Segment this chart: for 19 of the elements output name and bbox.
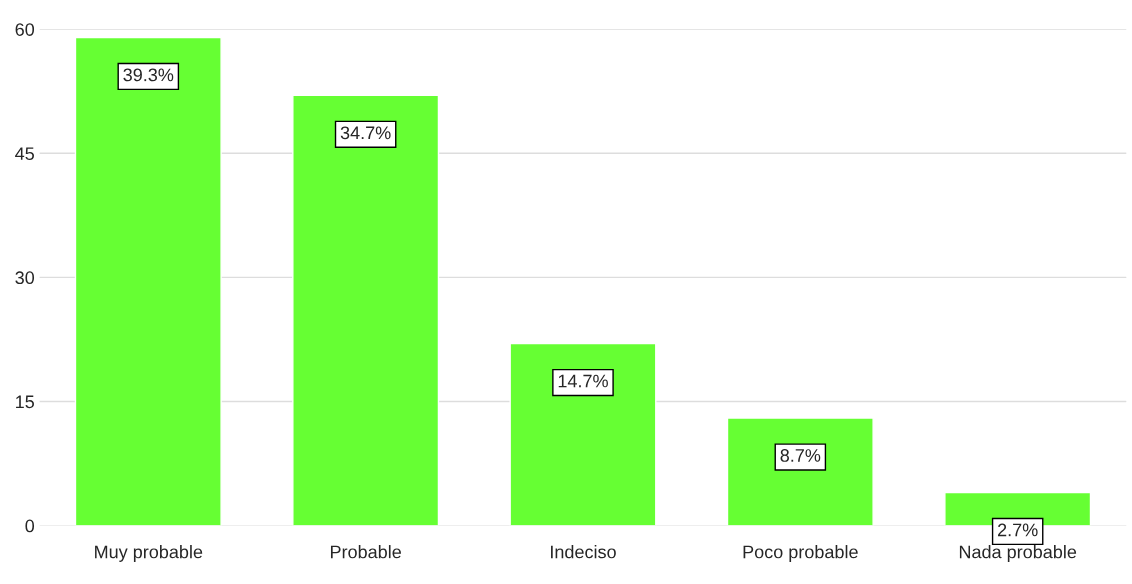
y-tick-label: 60: [15, 23, 35, 36]
annotation: 34.7%: [340, 126, 391, 140]
bar: [292, 94, 440, 526]
x-tick-label: Nada probable: [959, 545, 1077, 562]
annotation: 2.7%: [998, 523, 1038, 537]
x-tick-label: Poco probable: [743, 545, 858, 562]
y-tick-label: 30: [15, 271, 35, 285]
bar: [726, 417, 874, 526]
bar: [74, 36, 222, 526]
x-tick-label: Indeciso: [551, 545, 616, 559]
x-tick-label: Probable: [330, 545, 401, 559]
y-tick-label: 45: [15, 147, 34, 161]
annotation: 8.7%: [780, 449, 821, 462]
y-tick-label: 15: [16, 395, 34, 409]
annotation: 14.7%: [558, 374, 608, 388]
x-tick-label: Muy probable: [95, 545, 203, 562]
y-tick-label: 0: [25, 519, 35, 533]
bar: [509, 342, 657, 526]
annotation: 39.3%: [123, 68, 174, 82]
